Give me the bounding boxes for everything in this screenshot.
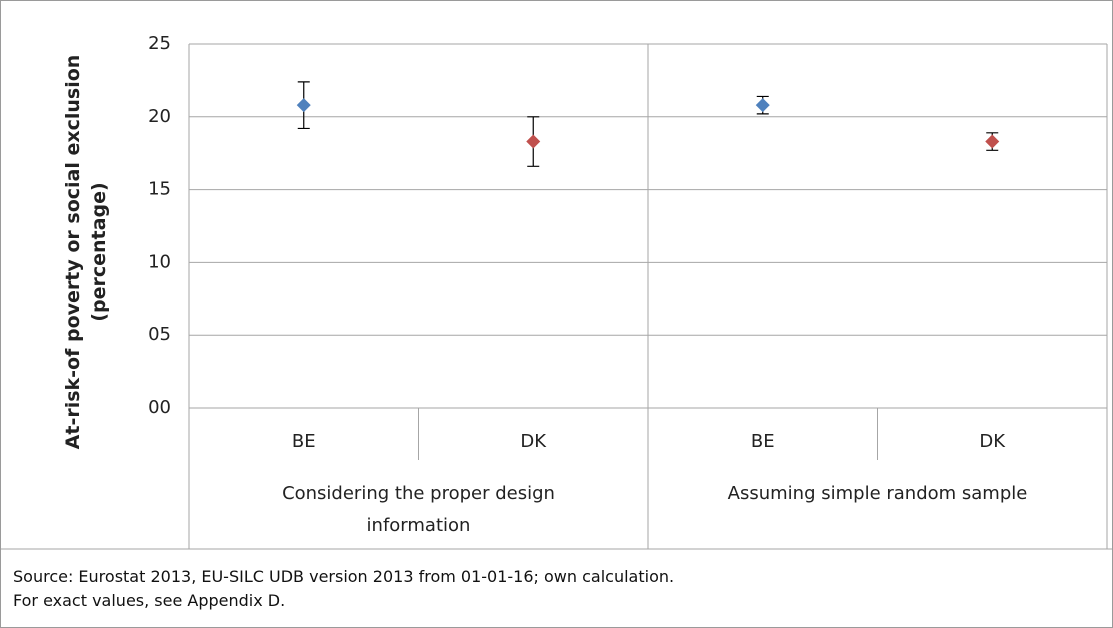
y-tick-label: 20 <box>148 106 171 127</box>
x-tick-label: BE <box>292 431 316 452</box>
x-tick-label: DK <box>979 431 1006 452</box>
y-tick-label: 00 <box>148 397 171 418</box>
y-tick-label: 10 <box>148 251 171 272</box>
x-tick-label: BE <box>751 431 775 452</box>
group-label: Considering the proper design informatio… <box>282 483 555 536</box>
x-tick-label: DK <box>520 431 547 452</box>
note: Source: Eurostat 2013, EU-SILC UDB versi… <box>13 567 675 586</box>
note: For exact values, see Appendix D. <box>13 591 286 610</box>
y-tick-label: 05 <box>148 324 171 345</box>
marker <box>296 98 311 113</box>
marker <box>985 134 1000 149</box>
marker <box>755 98 770 113</box>
y-axis-label: At-risk-of poverty or social exclusion (… <box>62 54 110 450</box>
y-tick-label: 25 <box>148 33 171 54</box>
y-tick-label: 15 <box>148 179 171 200</box>
group-label: Assuming simple random sample <box>727 483 1028 504</box>
marker <box>526 134 541 149</box>
